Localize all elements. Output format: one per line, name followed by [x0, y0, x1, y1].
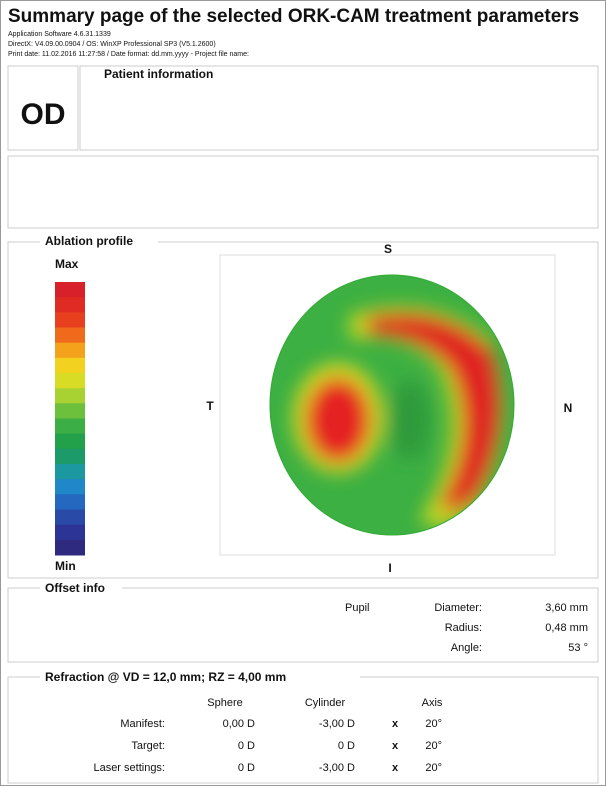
colorbar-band	[55, 539, 85, 556]
orientation-label: N	[564, 401, 573, 415]
empty-box	[7, 155, 599, 229]
label-bg	[40, 669, 360, 683]
offset-value: 0,48 mm	[545, 622, 588, 634]
offset-value: 3,60 mm	[545, 602, 588, 614]
colorbar-band	[55, 479, 85, 495]
offset-reference: Pupil	[345, 602, 369, 614]
map-outline	[269, 274, 515, 536]
offset-label: Diameter:	[434, 602, 482, 614]
colorbar-band	[55, 448, 85, 465]
axis: 20°	[425, 762, 442, 774]
row-label: Laser settings:	[93, 762, 165, 774]
row-label: Manifest:	[120, 718, 165, 730]
scale-max: Max	[55, 257, 79, 271]
offset-box	[7, 587, 599, 663]
cylinder: -3,00 D	[319, 718, 355, 730]
offset-label: Radius:	[445, 622, 482, 634]
sphere: 0,00 D	[223, 718, 255, 730]
colorbar-band	[55, 342, 85, 359]
colorbar-band	[55, 357, 85, 374]
colorbar-band	[55, 464, 85, 480]
title: Summary page of the selected ORK-CAM tre…	[8, 6, 579, 27]
column-header: Axis	[422, 697, 443, 709]
cylinder: 0 D	[338, 740, 355, 752]
row-label: Target:	[131, 740, 165, 752]
colorbar-band	[55, 373, 85, 389]
cylinder: -3,00 D	[319, 762, 355, 774]
times: x	[392, 762, 399, 774]
label-bg	[40, 580, 122, 594]
axis: 20°	[425, 740, 442, 752]
scale-min: Min	[55, 559, 76, 573]
offset-value: 53 °	[568, 642, 588, 654]
colorbar-band	[55, 418, 85, 435]
ablation-map	[270, 275, 514, 535]
ablation-box	[7, 241, 599, 579]
axis: 20°	[425, 718, 442, 730]
colorbar-band	[55, 509, 85, 526]
offset-label: Angle:	[451, 642, 482, 654]
eye-label: OD	[21, 98, 66, 131]
sphere: 0 D	[238, 762, 255, 774]
section-label: Offset info	[45, 581, 105, 595]
colorbar-band	[55, 282, 85, 298]
sphere: 0 D	[238, 740, 255, 752]
section-label: Patient information	[104, 67, 213, 81]
info-line: DirectX: V4.09.00.0904 / OS: WinXP Profe…	[8, 41, 216, 48]
colorbar-band	[55, 388, 85, 404]
info-line: Print date: 11.02.2016 11:27:58 / Date f…	[8, 51, 249, 58]
orientation-label: T	[206, 399, 214, 413]
section-label: Ablation profile	[45, 234, 133, 248]
section-label: Refraction @ VD = 12,0 mm; RZ = 4,00 mm	[45, 670, 286, 684]
colorbar-band	[55, 403, 85, 419]
times: x	[392, 740, 399, 752]
colorbar	[55, 282, 85, 556]
info-line: Application Software 4.6.31.1339	[8, 31, 111, 38]
colorbar-band	[55, 494, 85, 510]
label-bg	[40, 234, 158, 248]
orientation-label: S	[384, 242, 392, 256]
eye-box	[7, 65, 79, 151]
times: x	[392, 718, 399, 730]
column-header: Cylinder	[305, 697, 346, 709]
column-header: Sphere	[207, 697, 242, 709]
orientation-label: I	[388, 561, 391, 575]
patient-box	[79, 65, 599, 151]
colorbar-band	[55, 297, 85, 313]
colorbar-band	[55, 327, 85, 344]
colorbar-band	[55, 312, 85, 328]
colorbar-band	[55, 524, 85, 541]
colorbar-band	[55, 433, 85, 450]
